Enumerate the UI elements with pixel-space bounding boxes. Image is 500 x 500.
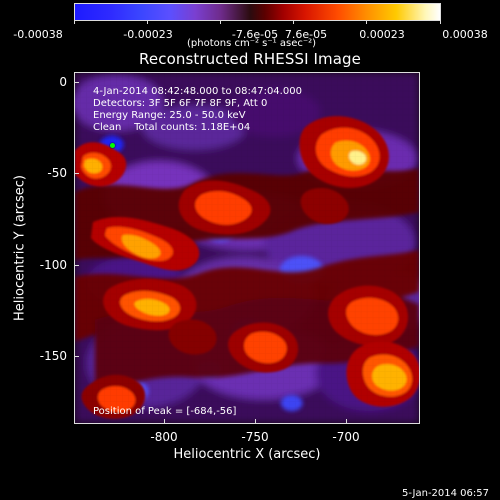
colorbar-tick-6 <box>440 20 441 24</box>
image-plot: 4-Jan-2014 08:42:48.000 to 08:47:04.000 … <box>74 72 420 424</box>
colorbar-tick-label-3: -7.6e-05 <box>231 28 279 41</box>
x-axis-tick-minus-700 <box>346 419 347 424</box>
page-title: Reconstructed RHESSI Image <box>139 50 361 68</box>
energy-range-label: Energy Range: 25.0 - 50.0 keV <box>93 110 246 121</box>
colorbar-tick-5 <box>366 20 367 24</box>
y-axis-tick-minus-50 <box>74 173 79 174</box>
x-axis-label: Heliocentric X (arcsec) <box>173 447 321 462</box>
colorbar-tick-label-6: 0.00038 <box>442 28 488 41</box>
pixel-grid-overlay <box>75 73 419 423</box>
colorbar-tick-label-4: 7.6e-05 <box>284 28 328 41</box>
colorbar-tick-2 <box>147 20 148 24</box>
peak-position-label: Position of Peak = [-684,-56] <box>93 406 237 417</box>
x-axis-tick-minus-750 <box>255 419 256 424</box>
y-axis-tick-minus-150 <box>74 356 79 357</box>
x-tick-label-minus-700: -700 <box>332 430 360 444</box>
x-tick-label-minus-800: -800 <box>150 430 178 444</box>
time-range-label: 4-Jan-2014 08:42:48.000 to 08:47:04.000 <box>93 86 302 97</box>
peak-marker-icon <box>110 143 115 148</box>
total-counts-label: Clean Total counts: 1.18E+04 <box>93 122 251 133</box>
y-tick-label-minus-150: -150 <box>39 349 67 363</box>
x-tick-label-minus-750: -750 <box>241 430 269 444</box>
colorbar-tick-1 <box>74 20 75 24</box>
colorbar-tick-label-5: 0.00023 <box>359 28 405 41</box>
y-axis-tick-0 <box>74 82 79 83</box>
colorbar-tick-label-2: -0.00023 <box>123 28 173 41</box>
colorbar-tick-4 <box>293 20 294 24</box>
footer-timestamp: 5-Jan-2014 06:57 <box>402 488 489 499</box>
y-axis-label: Heliocentric Y (arcsec) <box>12 175 28 321</box>
colorbar-unit-label: (photons cm⁻² s⁻¹ asec⁻²) <box>187 38 317 49</box>
detectors-label: Detectors: 3F 5F 6F 7F 8F 9F, Att 0 <box>93 98 268 109</box>
colorbar <box>74 3 441 21</box>
colorbar-tick-3 <box>220 20 221 24</box>
y-tick-label-minus-100: -100 <box>39 258 67 272</box>
y-tick-label-minus-50: -50 <box>47 166 67 180</box>
x-axis-tick-minus-800 <box>164 419 165 424</box>
y-axis-tick-minus-100 <box>74 265 79 266</box>
heatmap-svg <box>75 73 419 423</box>
colorbar-tick-label-1: -0.00038 <box>13 28 63 41</box>
colorbar-gradient <box>75 4 440 20</box>
y-tick-label-0: 0 <box>59 75 67 89</box>
